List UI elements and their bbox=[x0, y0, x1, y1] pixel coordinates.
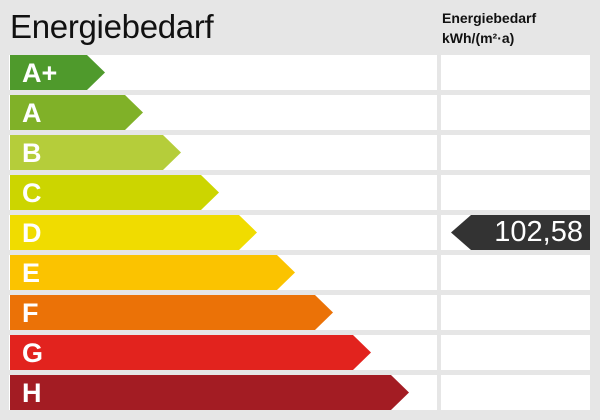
value-cell bbox=[441, 295, 590, 330]
value-cell bbox=[441, 375, 590, 410]
class-label: C bbox=[22, 178, 42, 208]
value-cell bbox=[441, 55, 590, 90]
value-text: 102,58 bbox=[494, 216, 583, 248]
class-arrow-d: D bbox=[10, 215, 257, 250]
class-arrow-c: C bbox=[10, 175, 219, 210]
page-title: Energiebedarf bbox=[10, 8, 214, 45]
class-arrow-a: A bbox=[10, 95, 143, 130]
class-arrow-e: E bbox=[10, 255, 295, 290]
value-cell bbox=[441, 335, 590, 370]
class-arrow-h: H bbox=[10, 375, 409, 410]
class-arrow-f: F bbox=[10, 295, 333, 330]
class-label: A+ bbox=[22, 58, 58, 88]
class-label: D bbox=[22, 218, 42, 248]
value-cell bbox=[441, 175, 590, 210]
class-label: G bbox=[22, 338, 44, 368]
column-header: Energiebedarf kWh/(m²·a) bbox=[442, 8, 536, 48]
class-arrow-b: B bbox=[10, 135, 181, 170]
value-cell bbox=[441, 95, 590, 130]
value-cell bbox=[441, 135, 590, 170]
class-label: F bbox=[22, 298, 39, 328]
column-header-unit: kWh/(m²·a) bbox=[442, 30, 515, 46]
class-label: A bbox=[22, 98, 42, 128]
class-arrow-g: G bbox=[10, 335, 371, 370]
column-header-title: Energiebedarf bbox=[442, 10, 537, 26]
class-label: E bbox=[22, 258, 41, 288]
class-label: H bbox=[22, 378, 42, 408]
value-cell bbox=[441, 255, 590, 290]
value-marker: 102,58 bbox=[451, 215, 590, 250]
class-label: B bbox=[22, 138, 42, 168]
class-arrow-aplus: A+ bbox=[10, 55, 105, 90]
